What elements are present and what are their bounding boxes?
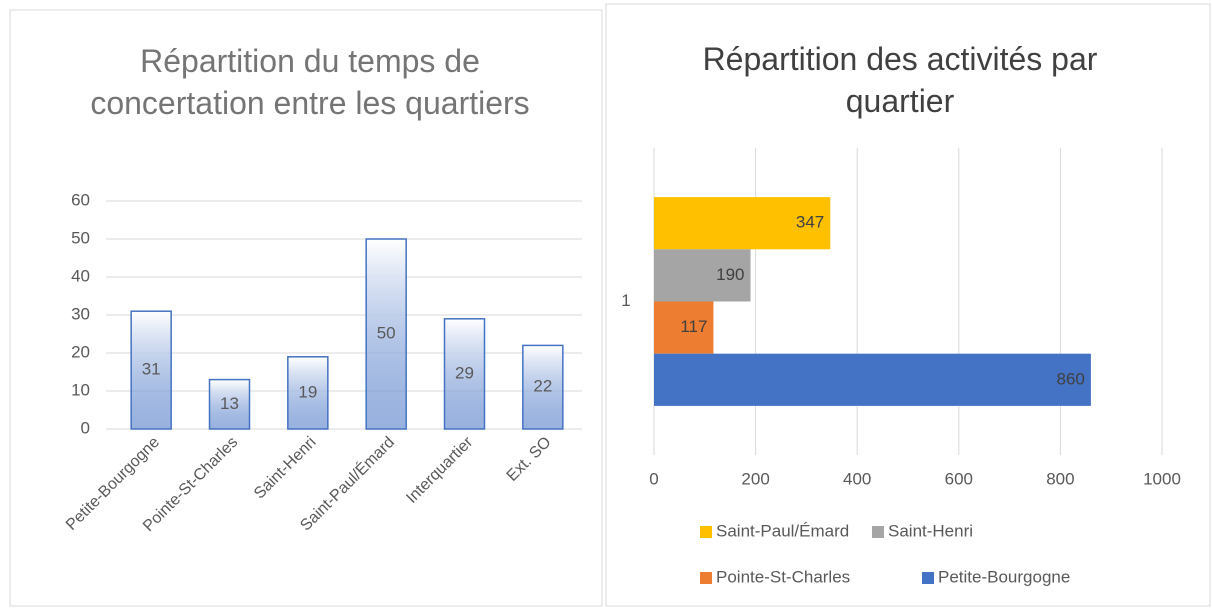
bar: [522, 344, 564, 430]
y-tick-label: 40: [71, 266, 90, 285]
chart-title: Répartition du temps de concertation ent…: [90, 43, 530, 121]
legend-label: Petite-Bourgogne: [938, 567, 1070, 586]
x-tick-label: 800: [1046, 469, 1074, 488]
y-tick-label: 50: [71, 228, 90, 247]
x-tick-label: 0: [649, 469, 658, 488]
legend-swatch: [700, 572, 712, 584]
bar: [208, 378, 251, 430]
x-tick-label: 400: [843, 469, 871, 488]
data-label: 19: [298, 382, 317, 401]
legend-swatch: [872, 526, 884, 538]
bar: [443, 318, 486, 430]
legend-label: Pointe-St-Charles: [716, 567, 850, 586]
left-panel: [9, 9, 603, 607]
y-tick-label: 1: [621, 291, 630, 310]
chart-title: Répartition des activités par quartier: [702, 41, 1098, 119]
bar: [654, 197, 831, 250]
bar: [654, 301, 714, 354]
x-tick-label: 600: [945, 469, 973, 488]
y-tick-label: 10: [71, 380, 90, 399]
data-label: 29: [455, 363, 474, 382]
data-label: 347: [796, 213, 824, 232]
legend-swatch: [922, 572, 934, 584]
y-tick-label: 0: [81, 418, 90, 437]
data-label: 860: [1057, 369, 1085, 388]
bar: [130, 310, 172, 430]
y-tick-label: 60: [71, 190, 90, 209]
bar: [654, 353, 1091, 406]
data-label: 31: [142, 360, 161, 379]
data-label: 13: [220, 394, 239, 413]
data-label: 190: [716, 265, 744, 284]
x-tick-label: 1000: [1143, 469, 1181, 488]
legend-swatch: [700, 526, 712, 538]
bar: [365, 238, 407, 430]
y-tick-label: 30: [71, 304, 90, 323]
bar: [287, 356, 329, 430]
x-tick-label: 200: [741, 469, 769, 488]
legend-label: Saint-Henri: [888, 521, 973, 540]
y-tick-label: 20: [71, 342, 90, 361]
legend-label: Saint-Paul/Émard: [716, 521, 849, 540]
data-label: 50: [377, 323, 396, 342]
bar: [654, 249, 751, 302]
data-label: 117: [680, 317, 707, 336]
data-label: 22: [533, 377, 552, 396]
